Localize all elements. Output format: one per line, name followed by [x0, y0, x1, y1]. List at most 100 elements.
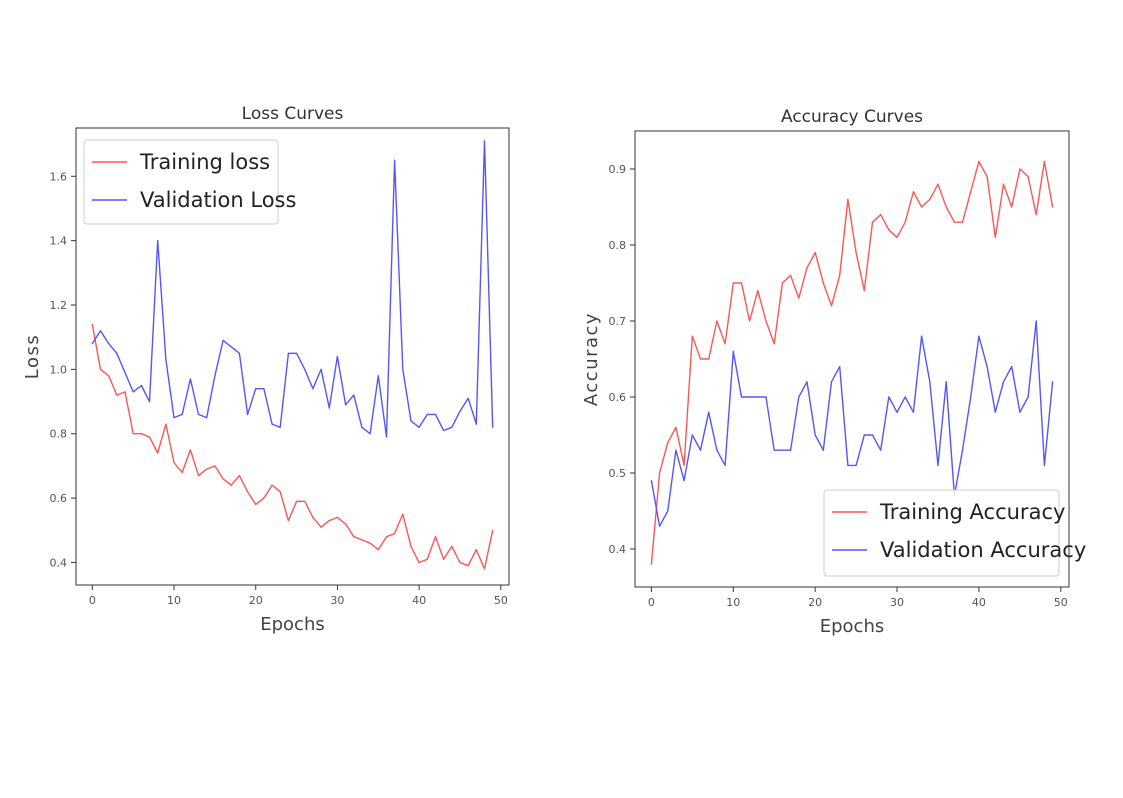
- loss-series-1-point: [459, 410, 461, 412]
- accuracy-series-1-point: [732, 350, 734, 352]
- loss-series-1-point: [238, 352, 240, 354]
- accuracy-series-0-point: [1052, 206, 1054, 208]
- accuracy-y-tick-label: 0.5: [609, 467, 627, 480]
- accuracy-series-0-point: [699, 358, 702, 360]
- accuracy-series-1-point: [716, 449, 718, 451]
- loss-y-tick-label: 0.6: [50, 492, 68, 505]
- accuracy-curves-chart: Accuracy Curves 0 10 20 30 40 50 0.4 0.5 0.6 0.7 0.…: [563, 0, 1123, 794]
- accuracy-y-tick-label: 0.6: [609, 391, 627, 404]
- accuracy-series-1-point: [659, 525, 661, 527]
- loss-series-1-point: [247, 413, 249, 415]
- accuracy-series-1-point: [790, 449, 792, 451]
- loss-series-1-point: [345, 404, 347, 406]
- accuracy-series-0-point: [921, 206, 923, 208]
- accuracy-x-tick-label: 20: [808, 596, 822, 609]
- accuracy-series-1-point: [822, 449, 824, 451]
- accuracy-series-1-point: [749, 396, 751, 398]
- accuracy-series-0-point: [904, 221, 906, 223]
- loss-series-1-point: [165, 359, 167, 361]
- accuracy-series-1-point: [757, 396, 759, 398]
- loss-series-1-point: [148, 401, 151, 403]
- loss-series-0-point: [124, 391, 126, 393]
- loss-series-0-point: [483, 568, 486, 570]
- loss-series-0-point: [402, 513, 404, 515]
- loss-series-0-point: [418, 561, 420, 564]
- loss-y-tick-label: 1.6: [50, 170, 68, 183]
- accuracy-series-1-point: [1043, 464, 1045, 466]
- accuracy-series-1-point: [847, 464, 849, 466]
- accuracy-series-0-point: [863, 290, 865, 292]
- loss-y-tick-label: 1.4: [50, 235, 68, 248]
- loss-series-0-point: [459, 561, 461, 564]
- loss-series-1-point: [353, 394, 355, 396]
- accuracy-series-1-point: [814, 434, 816, 436]
- loss-series-0-point: [394, 532, 396, 535]
- accuracy-series-line-0: [650, 160, 1054, 565]
- accuracy-series-0-point: [871, 221, 874, 223]
- accuracy-series-0-point: [691, 335, 693, 337]
- loss-series-0-point: [410, 545, 412, 548]
- loss-series-0-point: [369, 542, 371, 544]
- accuracy-series-1-point: [765, 396, 767, 398]
- loss-series-1-point: [385, 436, 388, 438]
- loss-series-1-point: [271, 423, 273, 425]
- accuracy-series-0-point: [953, 221, 955, 223]
- loss-series-1-point: [402, 368, 404, 370]
- loss-series-1-point: [222, 339, 224, 341]
- loss-series-0-point: [475, 549, 477, 551]
- loss-x-axis-label: Epochs: [260, 614, 325, 635]
- loss-series-0-point: [99, 368, 102, 370]
- accuracy-y-tick-label: 0.7: [609, 315, 627, 328]
- loss-series-1-point: [181, 413, 183, 415]
- accuracy-series-1-point: [773, 449, 775, 451]
- accuracy-series-0-point: [806, 267, 808, 269]
- accuracy-series-0-point: [716, 320, 718, 322]
- loss-series-1-point: [91, 343, 93, 345]
- accuracy-series-1-point: [945, 381, 947, 383]
- accuracy-series-1-point: [667, 510, 669, 512]
- loss-series-0-point: [377, 549, 379, 551]
- accuracy-series-0-point: [970, 191, 972, 193]
- accuracy-series-1-point: [650, 480, 652, 482]
- accuracy-series-0-point: [822, 282, 824, 284]
- loss-series-0-point: [238, 475, 240, 477]
- loss-x-tick-label: 40: [412, 594, 426, 607]
- accuracy-series-1-point: [855, 464, 857, 466]
- accuracy-legend-box: [823, 489, 1060, 577]
- accuracy-series-1-point: [871, 434, 874, 436]
- loss-series-1-point: [361, 426, 363, 428]
- loss-series-0-point: [451, 545, 453, 548]
- accuracy-legend-label-0: Training Accuracy: [879, 500, 1065, 524]
- loss-y-tick-label: 0.8: [50, 428, 68, 441]
- accuracy-series-0-point: [773, 343, 775, 345]
- loss-series-1-point: [492, 426, 494, 428]
- accuracy-y-tick-label: 0.8: [609, 239, 627, 252]
- accuracy-series-1-point: [921, 335, 923, 337]
- accuracy-series-1-point: [1035, 320, 1037, 322]
- accuracy-series-0-point: [830, 305, 833, 307]
- loss-series-0-point: [320, 526, 322, 528]
- loss-series-0-point: [328, 520, 330, 522]
- accuracy-x-tick-label: 40: [972, 596, 986, 609]
- loss-series-0-point: [287, 520, 289, 522]
- accuracy-series-0-point: [839, 274, 841, 276]
- accuracy-series-0-point: [732, 282, 734, 284]
- loss-series-1-point: [328, 407, 330, 409]
- loss-y-tick-label: 1.2: [50, 299, 68, 312]
- accuracy-series-1-point: [888, 396, 890, 398]
- accuracy-y-axis-label: Accuracy: [581, 312, 602, 406]
- loss-series-0-point: [345, 523, 347, 525]
- accuracy-series-0-point: [1027, 176, 1029, 178]
- accuracy-series-1-point: [1002, 381, 1005, 383]
- accuracy-series-1-point: [961, 449, 964, 451]
- loss-legend-label-0: Training loss: [139, 150, 270, 174]
- accuracy-series-0-point: [1002, 183, 1005, 185]
- accuracy-series-0-point: [929, 198, 931, 200]
- accuracy-series-1-point: [904, 396, 906, 398]
- loss-series-0-point: [140, 433, 142, 435]
- loss-x-tick-label: 20: [249, 594, 263, 607]
- accuracy-series-0-point: [978, 160, 980, 162]
- accuracy-series-0-point: [847, 198, 849, 200]
- loss-series-0-point: [116, 394, 118, 396]
- loss-series-0-point: [214, 465, 216, 467]
